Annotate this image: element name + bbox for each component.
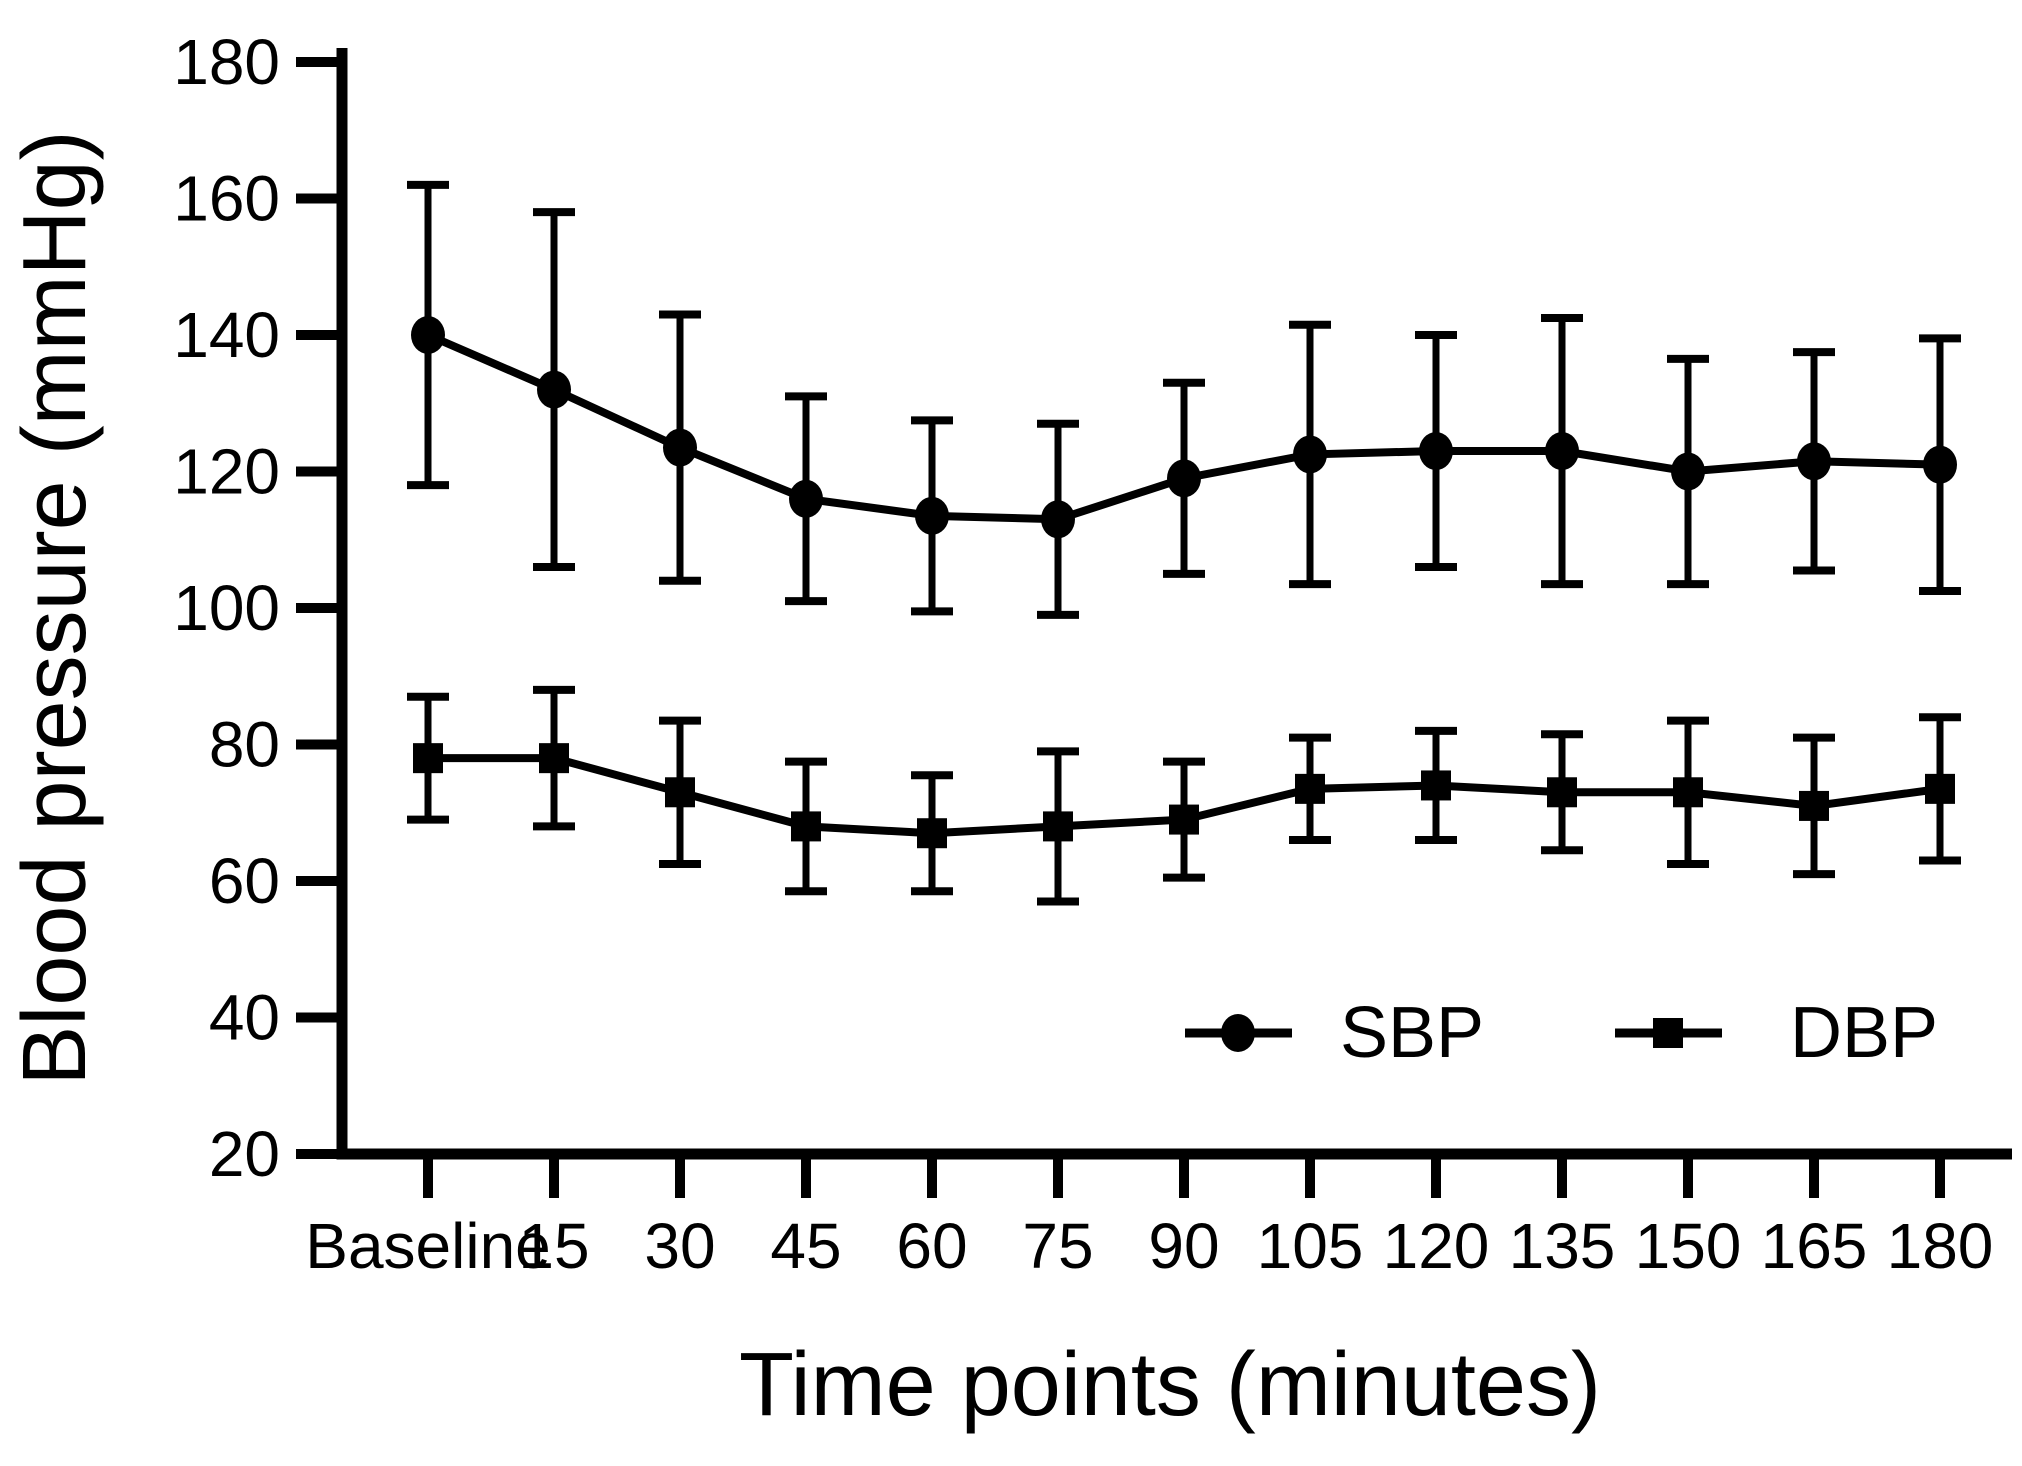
x-tick-label: 75 [1022, 1210, 1093, 1282]
sbp-point [1671, 452, 1705, 491]
dbp-point [791, 811, 821, 842]
x-tick-label: 135 [1509, 1210, 1616, 1282]
series-sbp [407, 180, 1961, 619]
dbp-point [665, 777, 695, 808]
y-tick-label: 180 [173, 26, 280, 98]
sbp-point [1923, 445, 1957, 484]
sbp-point [1293, 435, 1327, 474]
sbp-point [411, 316, 445, 354]
dbp-point [917, 818, 947, 849]
dbp-point [1043, 811, 1073, 842]
dbp-point [1169, 804, 1199, 835]
dbp-point [539, 743, 569, 774]
x-tick-label: 60 [896, 1210, 967, 1282]
legend-dbp-label: DBP [1790, 993, 1938, 1073]
y-tick-label: 120 [173, 436, 280, 508]
x-tick-label: 105 [1257, 1210, 1364, 1282]
dbp-point [1799, 790, 1829, 821]
y-tick-label: 60 [209, 845, 280, 917]
sbp-point [1167, 459, 1201, 498]
sbp-point [915, 496, 949, 535]
y-tick-label: 140 [173, 299, 280, 371]
sbp-point [663, 428, 697, 467]
dbp-point [1295, 773, 1325, 804]
dbp-point [1547, 777, 1577, 808]
dbp-point [1421, 770, 1451, 801]
y-tick-label: 20 [209, 1118, 280, 1190]
legend-sbp-label: SBP [1340, 993, 1484, 1073]
x-tick-label: 15 [518, 1210, 589, 1282]
y-tick-label: 80 [209, 709, 280, 781]
y-tick-label: 100 [173, 572, 280, 644]
dbp-point [1673, 777, 1703, 808]
y-tick-label: 160 [173, 163, 280, 235]
legend-dbp-square-marker [1653, 1018, 1683, 1048]
dbp-point [1925, 773, 1955, 804]
x-tick-label: 90 [1148, 1210, 1219, 1282]
y-axis-title: Blood pressure (mmHg) [5, 130, 105, 1085]
sbp-point [1545, 432, 1579, 471]
x-tick-label: 150 [1635, 1210, 1742, 1282]
x-tick-label: 180 [1887, 1210, 1994, 1282]
x-tick-label: 165 [1761, 1210, 1868, 1282]
y-axis: 20 40 60 80 100 120 140 160 180 [173, 26, 348, 1190]
sbp-point [537, 370, 571, 409]
x-tick-label: 45 [770, 1210, 841, 1282]
series-dbp [407, 685, 1961, 906]
sbp-point [1041, 500, 1075, 539]
sbp-point [789, 479, 823, 518]
sbp-point [1797, 442, 1831, 481]
dbp-point [413, 743, 443, 774]
x-tick-label: 120 [1383, 1210, 1490, 1282]
series-layer [407, 180, 1961, 906]
legend-sbp-circle-marker [1221, 1014, 1255, 1052]
x-axis-title: Time points (minutes) [739, 1335, 1601, 1435]
legend: SBP DBP [1185, 993, 1938, 1073]
y-tick-label: 40 [209, 982, 280, 1054]
x-tick-label: Baseline [305, 1210, 551, 1282]
x-tick-label: 30 [644, 1210, 715, 1282]
sbp-point [1419, 432, 1453, 471]
